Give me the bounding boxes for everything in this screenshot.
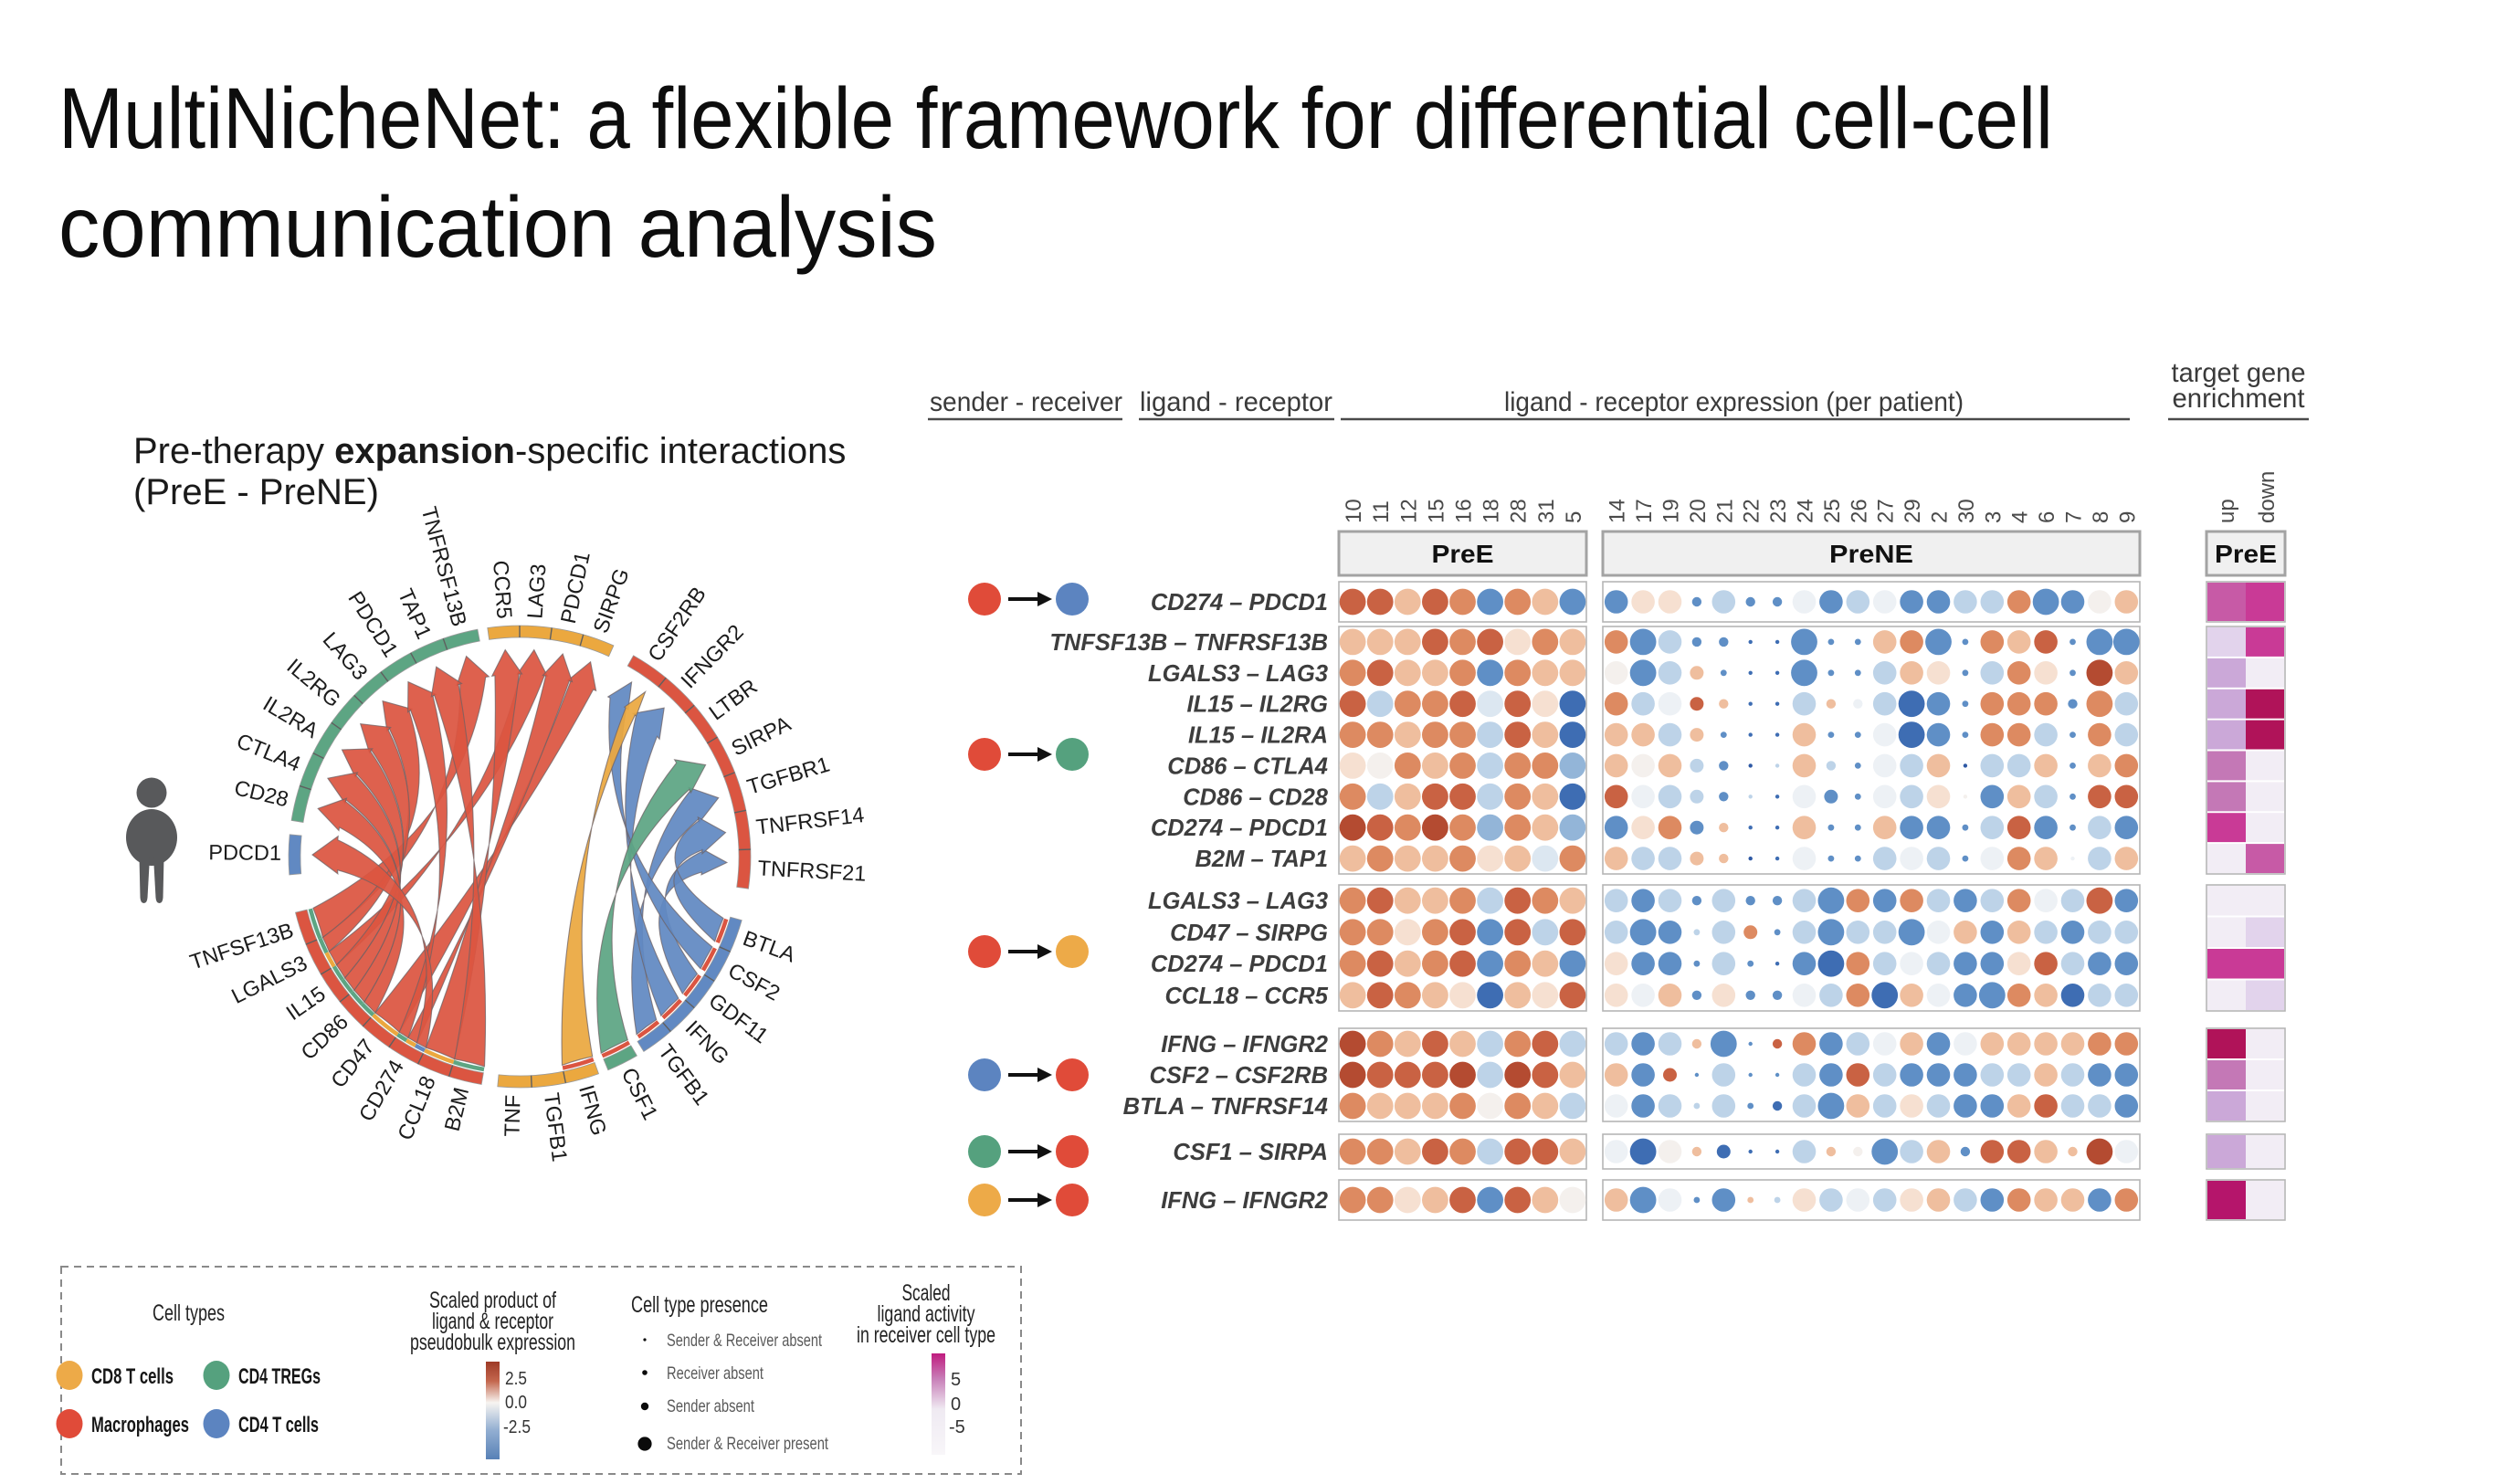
svg-text:8: 8 [2089,511,2113,523]
svg-text:CD274 – PDCD1: CD274 – PDCD1 [1151,590,1328,616]
svg-text:MultiNicheNet: a flexible fram: MultiNicheNet: a flexible framework for … [58,70,2053,167]
svg-text:31: 31 [1534,499,1559,523]
svg-text:Pre-therapy expansion-specific: Pre-therapy expansion-specific interacti… [133,431,846,471]
svg-text:Receiver absent: Receiver absent [667,1363,764,1384]
svg-text:CCR5: CCR5 [489,560,516,620]
svg-text:CD4 TREGs: CD4 TREGs [238,1364,321,1389]
svg-text:0.0: 0.0 [505,1393,527,1413]
svg-text:CD4 T cells: CD4 T cells [238,1413,319,1437]
svg-text:16: 16 [1452,499,1477,523]
svg-text:target gene: target gene [2172,358,2306,388]
svg-text:7: 7 [2062,511,2087,523]
svg-text:29: 29 [1901,499,1925,523]
svg-text:CSF2 – CSF2RB: CSF2 – CSF2RB [1149,1063,1328,1089]
svg-text:4: 4 [2008,511,2033,523]
svg-text:Scaled product of: Scaled product of [429,1288,556,1313]
svg-text:pseudobulk expression: pseudobulk expression [410,1330,575,1355]
svg-text:26: 26 [1847,499,1871,523]
svg-text:PreE: PreE [2215,540,2277,568]
svg-text:communication analysis: communication analysis [58,179,937,276]
svg-text:Scaled: Scaled [902,1280,951,1306]
svg-text:enrichment: enrichment [2173,384,2306,414]
svg-text:6: 6 [2035,511,2059,523]
svg-text:5: 5 [951,1370,961,1390]
svg-text:9: 9 [2115,511,2140,523]
svg-text:5: 5 [1562,511,1586,523]
svg-text:23: 23 [1766,499,1791,523]
svg-text:in receiver cell type: in receiver cell type [857,1322,995,1348]
svg-text:LGALS3 – LAG3: LGALS3 – LAG3 [1148,889,1328,914]
svg-text:up: up [2215,499,2239,523]
svg-text:10: 10 [1342,499,1366,523]
svg-text:sender - receiver: sender - receiver [930,387,1122,417]
svg-text:ligand activity: ligand activity [878,1301,975,1327]
svg-text:IL15 – IL2RA: IL15 – IL2RA [1188,723,1328,749]
svg-text:21: 21 [1712,499,1737,523]
svg-text:0: 0 [951,1395,961,1415]
svg-text:CD8 T cells: CD8 T cells [91,1364,174,1389]
svg-text:3: 3 [1981,511,2006,523]
svg-text:ligand - receptor expression (: ligand - receptor expression (per patien… [1504,387,1964,417]
svg-text:B2M – TAP1: B2M – TAP1 [1195,847,1328,872]
svg-text:Sender & Receiver present: Sender & Receiver present [667,1434,828,1454]
svg-text:12: 12 [1396,499,1421,523]
svg-text:(PreE - PreNE): (PreE - PreNE) [133,472,379,512]
svg-text:14: 14 [1606,499,1630,523]
svg-text:PDCD1: PDCD1 [208,840,281,865]
svg-text:CD86 – CD28: CD86 – CD28 [1183,784,1329,810]
svg-text:2.5: 2.5 [505,1369,527,1389]
svg-text:LGALS3 – LAG3: LGALS3 – LAG3 [1148,661,1328,687]
svg-text:-2.5: -2.5 [503,1417,531,1437]
svg-text:PreNE: PreNE [1829,540,1913,568]
svg-text:19: 19 [1659,499,1684,523]
svg-text:30: 30 [1954,499,1979,523]
svg-text:CSF1 – SIRPA: CSF1 – SIRPA [1173,1140,1328,1165]
svg-text:11: 11 [1369,500,1394,523]
svg-text:TNF: TNF [500,1095,525,1137]
svg-text:17: 17 [1632,499,1657,523]
svg-text:28: 28 [1507,499,1532,523]
svg-text:24: 24 [1794,499,1818,523]
svg-text:15: 15 [1424,499,1448,523]
svg-text:Sender & Receiver absent: Sender & Receiver absent [667,1331,822,1351]
svg-text:TNFRSF21: TNFRSF21 [757,856,867,885]
svg-text:Macrophages: Macrophages [91,1413,189,1437]
svg-text:IL15 – IL2RG: IL15 – IL2RG [1187,692,1329,718]
svg-text:CD274 – PDCD1: CD274 – PDCD1 [1151,952,1328,977]
svg-text:CD274 – PDCD1: CD274 – PDCD1 [1151,816,1328,841]
svg-text:IFNG – IFNGR2: IFNG – IFNGR2 [1161,1032,1328,1058]
svg-text:IFNG – IFNGR2: IFNG – IFNGR2 [1161,1188,1328,1214]
svg-text:Cell types: Cell types [153,1300,225,1326]
svg-text:LAG3: LAG3 [522,563,550,620]
svg-text:ligand - receptor: ligand - receptor [1140,387,1332,417]
svg-text:down: down [2255,471,2280,523]
svg-text:CD47 – SIRPG: CD47 – SIRPG [1170,921,1328,946]
svg-text:18: 18 [1480,499,1504,523]
svg-text:CCL18 – CCR5: CCL18 – CCR5 [1164,984,1328,1009]
svg-text:TNFSF13B – TNFRSF13B: TNFSF13B – TNFRSF13B [1049,630,1328,656]
svg-text:22: 22 [1740,499,1764,523]
svg-text:BTLA – TNFRSF14: BTLA – TNFRSF14 [1123,1094,1328,1120]
svg-text:CD86 – CTLA4: CD86 – CTLA4 [1167,753,1328,779]
svg-text:25: 25 [1820,499,1845,523]
svg-text:2: 2 [1928,511,1953,523]
svg-text:ligand & receptor: ligand & receptor [432,1309,553,1334]
svg-text:-5: -5 [949,1417,965,1437]
svg-text:Cell type presence: Cell type presence [631,1292,768,1318]
svg-text:27: 27 [1874,499,1899,523]
svg-text:20: 20 [1686,499,1711,523]
svg-text:Sender absent: Sender absent [667,1396,754,1416]
svg-text:PreE: PreE [1432,540,1494,568]
